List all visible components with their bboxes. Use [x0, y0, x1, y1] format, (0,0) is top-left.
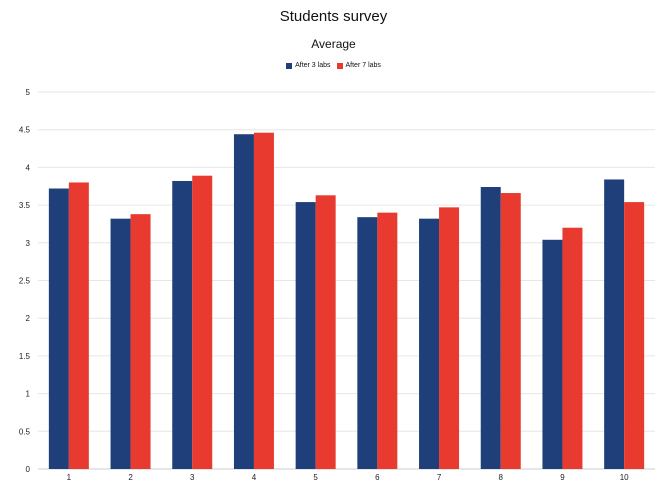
- x-tick-label: 7: [437, 473, 442, 481]
- bar-series-2-cat-1: [68, 182, 89, 470]
- bar-series-2-cat-7: [439, 207, 460, 469]
- bar-series-2-cat-10: [624, 202, 645, 470]
- legend-swatch-series-2: [336, 62, 343, 69]
- legend-label-series-2: After 7 labs: [345, 62, 381, 69]
- bar-series-2-cat-2: [130, 214, 151, 469]
- bar-series-1-cat-10: [604, 179, 625, 470]
- bar-series-1-cat-7: [419, 218, 440, 469]
- y-tick-label: 1: [26, 390, 31, 399]
- bar-series-1-cat-8: [480, 187, 501, 469]
- x-tick-label: 4: [252, 473, 257, 481]
- x-tick-label: 1: [67, 473, 72, 481]
- x-tick-label: 6: [375, 473, 380, 481]
- y-tick-label: 2.5: [19, 277, 31, 286]
- bar-series-1-cat-1: [48, 188, 69, 469]
- x-tick-label: 5: [313, 473, 318, 481]
- bar-series-2-cat-6: [377, 212, 398, 469]
- bar-series-1-cat-2: [110, 218, 131, 469]
- bar-series-1-cat-5: [295, 202, 316, 470]
- legend-swatch-series-1: [286, 62, 293, 69]
- y-tick-label: 2: [26, 314, 31, 323]
- bar-series-1-cat-6: [357, 217, 378, 469]
- y-tick-label: 4.5: [19, 126, 31, 135]
- bar-series-2-cat-5: [315, 195, 336, 469]
- y-tick-label: 1.5: [19, 352, 31, 361]
- x-tick-label: 10: [620, 473, 629, 481]
- bar-series-1-cat-4: [233, 134, 254, 469]
- bar-series-1-cat-9: [542, 239, 563, 469]
- x-tick-label: 2: [128, 473, 133, 481]
- bar-series-2-cat-9: [562, 227, 583, 469]
- y-tick-label: 3: [26, 239, 31, 248]
- y-tick-label: 3.5: [19, 201, 31, 210]
- y-tick-label: 0.5: [19, 427, 31, 436]
- y-tick-label: 4: [26, 163, 31, 172]
- x-tick-label: 3: [190, 473, 195, 481]
- chart-title: Students survey: [279, 8, 388, 25]
- x-tick-label: 9: [560, 473, 565, 481]
- legend-item-series-2: After 7 labs: [336, 62, 381, 69]
- bar-series-1-cat-3: [172, 180, 193, 470]
- x-tick-label: 8: [499, 473, 504, 481]
- bar-series-2-cat-8: [500, 193, 521, 469]
- y-tick-label: 5: [26, 88, 31, 97]
- y-tick-label: 0: [26, 465, 31, 474]
- legend: After 3 labs After 7 labs: [0, 62, 667, 69]
- bar-series-2-cat-4: [253, 132, 274, 469]
- chart-subtitle: Average: [311, 37, 356, 51]
- bar-series-2-cat-3: [192, 175, 213, 469]
- legend-item-series-1: After 3 labs: [286, 62, 331, 69]
- legend-label-series-1: After 3 labs: [295, 62, 331, 69]
